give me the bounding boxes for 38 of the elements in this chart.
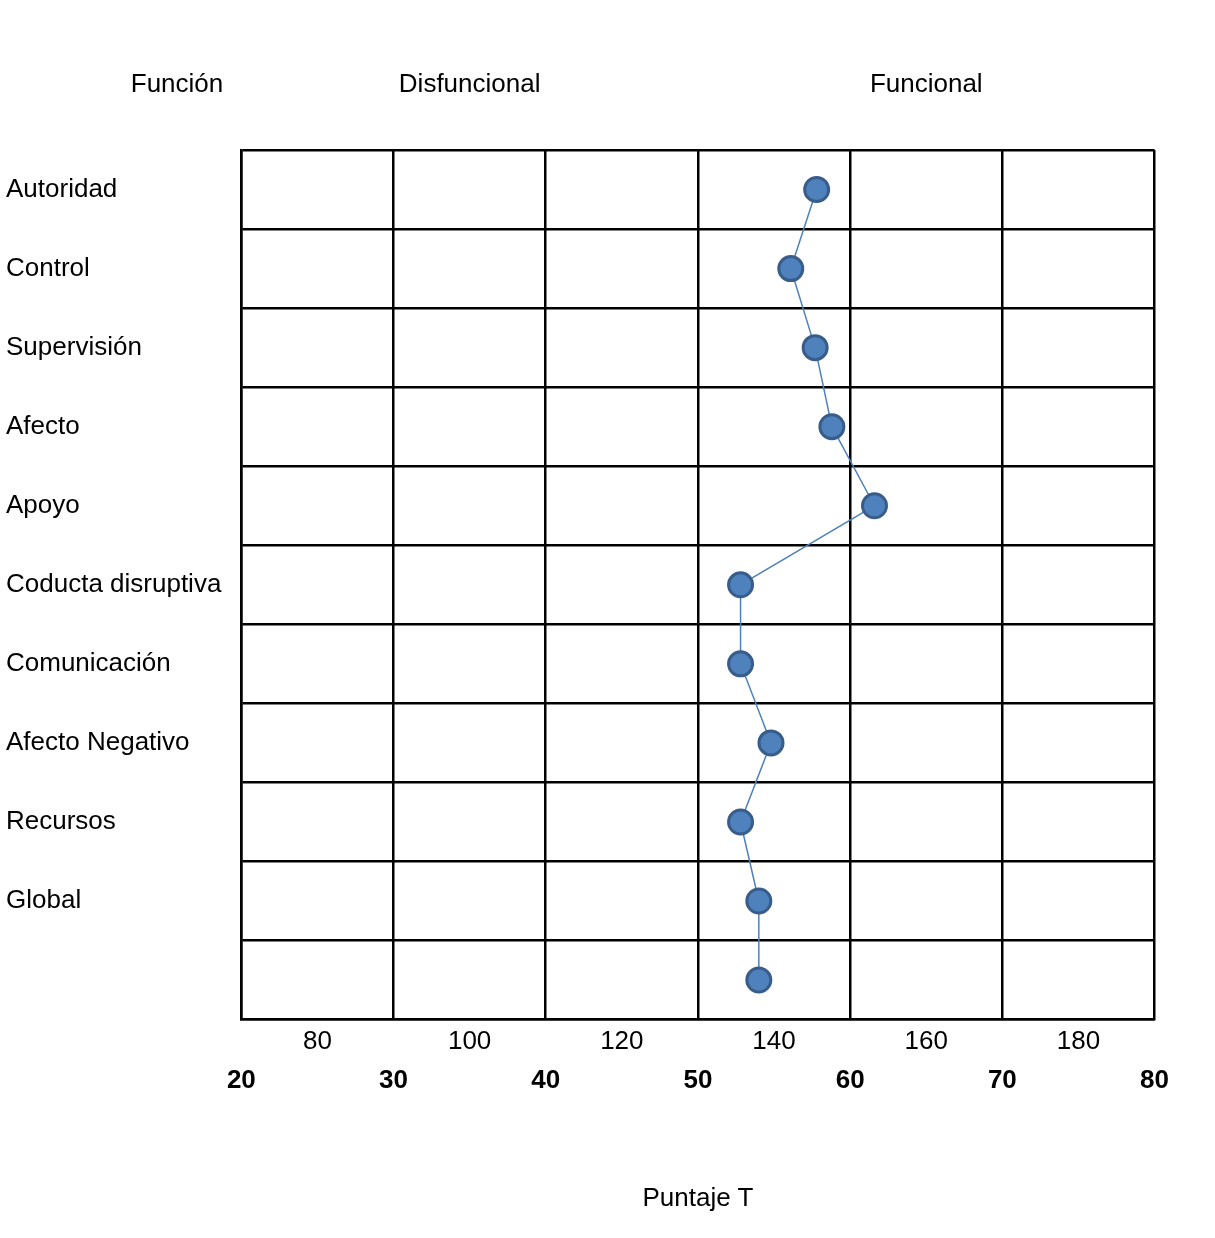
text: Disfuncional xyxy=(398,68,541,99)
text: 180 xyxy=(1056,1024,1101,1055)
point xyxy=(727,650,755,678)
point xyxy=(727,808,755,836)
point xyxy=(745,887,773,915)
point xyxy=(801,334,829,362)
text: 140 xyxy=(752,1024,796,1055)
point xyxy=(727,571,755,599)
x-tick-label: 30 xyxy=(379,1064,408,1095)
y-tick-label: Afecto xyxy=(6,409,80,440)
x-axis-title: Puntaje T xyxy=(642,1181,754,1212)
point xyxy=(818,413,846,441)
y-tick-label: Supervisión xyxy=(6,330,142,361)
y-tick-label: Coducta disruptiva xyxy=(6,567,222,598)
x-tick-label: 20 xyxy=(226,1064,256,1095)
y-tick-label: Control xyxy=(6,251,90,282)
point xyxy=(777,255,805,283)
x-tick-label: 70 xyxy=(987,1064,1017,1095)
x-tick-label: 80 xyxy=(1140,1064,1169,1095)
text: 160 xyxy=(904,1024,948,1055)
y-axis-title: Función xyxy=(130,68,224,99)
text: 80 xyxy=(302,1024,332,1055)
y-tick-label: Afecto Negativo xyxy=(6,726,190,757)
point xyxy=(803,176,831,204)
text: Funcional xyxy=(869,68,983,99)
y-tick-label: Autoridad xyxy=(6,172,118,203)
x-tick-label: 40 xyxy=(531,1064,561,1095)
point xyxy=(860,492,888,520)
x-tick-label: 60 xyxy=(835,1064,865,1095)
y-tick-label: Recursos xyxy=(6,805,116,836)
text: 100 xyxy=(447,1024,492,1055)
text: 120 xyxy=(600,1024,644,1055)
point xyxy=(757,729,785,757)
x-tick-label: 50 xyxy=(683,1064,713,1095)
y-tick-label: Apoyo xyxy=(6,488,80,519)
y-tick-label: Global xyxy=(6,884,82,915)
point xyxy=(745,966,773,994)
y-tick-label: Comunicación xyxy=(6,647,171,678)
